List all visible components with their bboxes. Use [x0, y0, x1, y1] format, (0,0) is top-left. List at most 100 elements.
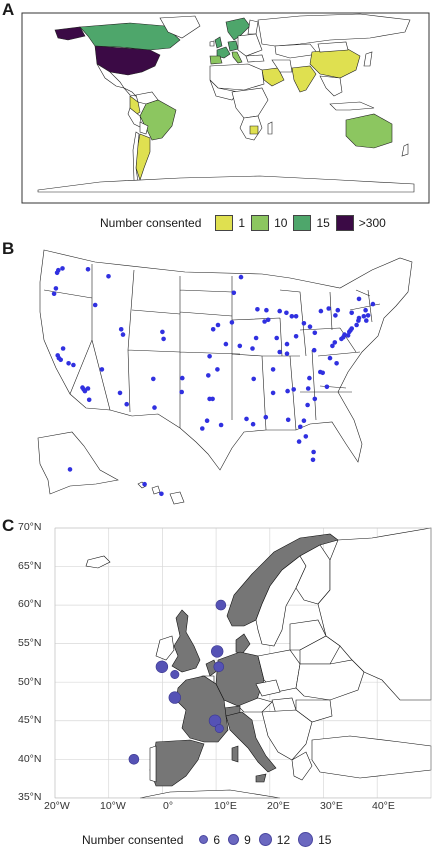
us-point-103: [284, 310, 289, 316]
country-madagascar: [267, 121, 273, 135]
us-point-64: [303, 434, 309, 439]
us-point-70: [307, 375, 312, 381]
us-point-20: [85, 386, 91, 391]
country-kazakhstan: [274, 43, 319, 59]
us-point-78: [330, 343, 335, 349]
country-mongolia: [317, 41, 349, 53]
us-point-107: [363, 307, 368, 313]
legend-c-label-12: 12: [276, 832, 291, 847]
y-tick-70n: 70°N: [18, 521, 42, 533]
legend-a-swatch-300: [335, 215, 354, 231]
y-tick-65n: 65°N: [18, 560, 42, 572]
us-point-60: [207, 396, 212, 402]
us-point-96: [307, 324, 313, 330]
us-point-69: [298, 424, 303, 430]
us-point-56: [218, 422, 224, 428]
us-point-2: [60, 266, 65, 271]
legend-a-title: Number consented: [100, 216, 202, 230]
us-point-23: [124, 401, 129, 407]
y-tick-35n: 35°N: [18, 791, 42, 803]
us-point-102: [277, 308, 283, 314]
country-germany: [227, 40, 239, 52]
panel-label-c: C: [2, 516, 15, 535]
country-france: [216, 46, 231, 59]
europe-point-5: [215, 599, 227, 611]
country-finland: [247, 19, 259, 35]
legend-a-label-1: 1: [238, 216, 246, 230]
country-southeast-asia: [319, 75, 343, 97]
country-sicily: [255, 773, 267, 783]
us-point-108: [356, 296, 362, 302]
europe-point-3: [211, 645, 224, 658]
us-point-105: [333, 313, 338, 318]
us-point-33: [210, 327, 216, 332]
us-point-24: [161, 336, 166, 342]
us-point-84: [349, 326, 355, 331]
us-point-94: [318, 308, 324, 314]
us-point-48: [251, 376, 256, 382]
country-iran: [271, 59, 293, 73]
us-point-37: [231, 290, 237, 296]
us-outline: [39, 249, 413, 471]
us-point-13: [60, 346, 66, 351]
us-point-58: [200, 426, 205, 431]
legend-a: Number consented 1 10 15 >300: [100, 215, 386, 231]
europe-point-6: [208, 714, 222, 727]
us-point-91: [349, 310, 355, 316]
us-point-36: [237, 343, 243, 349]
us-point-87: [364, 318, 369, 323]
us-point-62: [179, 389, 184, 395]
europe-point-2: [168, 691, 182, 704]
state-alaska: [37, 431, 119, 495]
us-point-85: [354, 322, 359, 328]
y-tick-45n: 45°N: [18, 714, 42, 726]
us-point-73: [324, 384, 330, 390]
us-point-75: [305, 386, 311, 391]
country-ukraine: [295, 659, 365, 701]
us-point-8: [53, 286, 59, 291]
us-point-106: [370, 301, 376, 307]
legend-c-label-15: 15: [318, 832, 332, 847]
country-central-america: [123, 87, 137, 97]
us-point-43: [253, 335, 259, 341]
legend-c-dot-6: [199, 835, 209, 844]
us-point-45: [277, 349, 283, 355]
legend-c-label-6: 6: [213, 832, 221, 847]
us-point-31: [223, 341, 229, 347]
country-japan: [363, 51, 373, 67]
country-brazil: [139, 99, 177, 141]
x-tick-20e: 20°E: [267, 800, 290, 812]
country-ireland-c: [155, 635, 175, 661]
us-point-57: [204, 418, 210, 424]
us-point-40: [264, 307, 269, 313]
country-belarus: [299, 635, 341, 665]
us-point-92: [335, 307, 341, 313]
country-south-africa-region: [249, 125, 259, 135]
country-italy: [231, 51, 243, 64]
us-point-93: [326, 306, 332, 311]
country-eastern-europe: [237, 33, 263, 57]
us-point-77: [334, 361, 339, 366]
country-greenland: [159, 15, 201, 39]
europe-point-1: [170, 669, 180, 679]
us-map: [37, 249, 413, 505]
panel-label-b: B: [2, 239, 15, 258]
y-tick-50n: 50°N: [18, 676, 42, 688]
us-point-47: [270, 367, 276, 372]
panel-label-a: A: [2, 0, 15, 19]
us-point-26: [151, 376, 156, 382]
us-point-5: [92, 302, 98, 308]
us-point-32: [215, 322, 221, 328]
legend-a-swatch-1: [215, 215, 234, 231]
europe-point-7: [214, 723, 224, 733]
x-tick-40e: 40°E: [372, 800, 395, 812]
panel-c-frame: [54, 527, 432, 799]
country-romania: [295, 699, 333, 723]
legend-a-swatch-10: [251, 215, 270, 231]
legend-c: Number consented 6 9 12 15: [82, 832, 331, 847]
y-tick-55n: 55°N: [18, 637, 42, 649]
x-tick-10w: 10°W: [100, 800, 126, 812]
country-austria: [237, 697, 273, 713]
us-point-52: [270, 390, 276, 396]
country-central-africa: [231, 87, 269, 119]
